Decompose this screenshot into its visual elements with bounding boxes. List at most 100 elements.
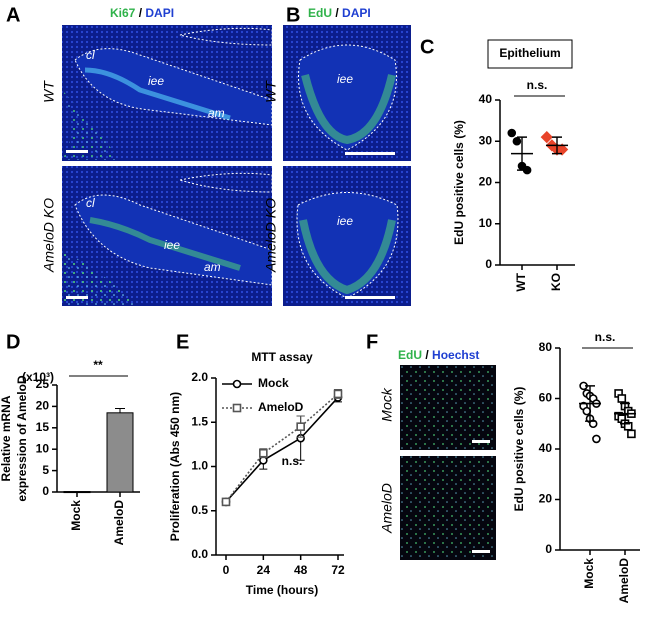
title-box: [487, 39, 573, 69]
data-point: [512, 136, 522, 146]
annotation: **: [93, 358, 103, 372]
image-label: cl: [86, 48, 95, 62]
y-axis-label: expression of AmeloD: [15, 375, 29, 502]
image-label: iee: [164, 238, 180, 252]
y-tick-label: 0.0: [191, 547, 208, 561]
stain: /: [139, 6, 143, 20]
y-tick-label: 0: [545, 542, 552, 556]
chart-title: Epithelium: [499, 46, 560, 60]
error-bar: [552, 136, 562, 155]
data-point: [582, 406, 592, 416]
row-label: WT: [41, 80, 57, 103]
data-point: [627, 429, 636, 439]
row-label: AmeloD: [379, 483, 395, 534]
stain: Hoechst: [432, 348, 479, 362]
y-tick-label: 80: [539, 340, 553, 354]
legend-label: AmeloD: [258, 400, 304, 414]
annotation: n.s.: [595, 330, 616, 344]
error-bar: [620, 402, 630, 425]
y-tick-label: 5: [42, 463, 49, 477]
data-point: [588, 419, 598, 429]
data-point: [617, 394, 627, 403]
y-tick-label: 0: [42, 484, 49, 498]
stain: Ki67: [110, 6, 136, 20]
y-tick-label: 1.5: [191, 414, 208, 428]
y-axis-label: Relative mRNA: [0, 395, 13, 481]
y-tick-label: 60: [539, 391, 553, 405]
x-tick-label: Mock: [69, 500, 83, 531]
data-point: [333, 389, 343, 399]
y-tick-label: 2.0: [191, 370, 208, 384]
data-point: [221, 497, 231, 507]
y-tick-label: 25: [36, 377, 50, 391]
panel-letter: D: [6, 331, 20, 353]
panel-letter: A: [6, 4, 20, 26]
annotation: n.s.: [527, 78, 548, 92]
y-tick-label: 10: [479, 216, 493, 230]
data-point: [555, 143, 569, 156]
stain-title: EdU / DAPI: [308, 6, 371, 20]
stain-title: EdU / Hoechst: [398, 348, 479, 362]
y-axis-label: EdU positive cells (%): [452, 120, 466, 245]
chart-title: MTT assay: [251, 350, 313, 364]
x-tick-label: 0: [223, 563, 230, 577]
micrograph: [283, 25, 411, 306]
x-tick-label: 24: [257, 563, 271, 577]
stain: /: [425, 348, 429, 362]
panel-letter: C: [420, 36, 434, 58]
panel-letter: B: [286, 4, 300, 26]
data-point: [507, 128, 517, 138]
stain: DAPI: [145, 6, 174, 20]
panel-letter: E: [176, 331, 189, 353]
stain-title: Ki67 / DAPI: [110, 6, 174, 20]
image-label: cl: [86, 196, 95, 210]
panel-letter: F: [366, 331, 378, 353]
x-axis-label: Time (hours): [246, 583, 318, 597]
y-tick-label: 15: [36, 420, 50, 434]
error-bar: [517, 136, 527, 171]
series-line: [225, 396, 339, 503]
bar: [63, 491, 91, 494]
image-label: am: [208, 106, 225, 120]
micrograph: [400, 365, 496, 560]
annotation: n.s.: [282, 454, 303, 468]
legend-marker: [232, 403, 242, 413]
data-point: [540, 130, 553, 144]
y-tick-label: 40: [539, 441, 553, 455]
legend-marker: [232, 379, 242, 389]
y-tick-label: 0.5: [191, 503, 208, 517]
data-point: [592, 434, 601, 444]
data-point: [296, 422, 305, 431]
x-tick-label: 48: [294, 563, 308, 577]
y-tick-label: 1.0: [191, 459, 208, 473]
stain: DAPI: [342, 6, 371, 20]
y-axis-label: Proliferation (Abs 450 nm): [168, 392, 182, 541]
row-label: Mock: [379, 387, 395, 421]
x-tick-label: AmeloD: [112, 500, 126, 546]
stain: EdU: [398, 348, 422, 362]
row-label: WT: [263, 80, 279, 103]
x-tick-label: 72: [331, 563, 345, 577]
bar: [106, 412, 134, 493]
image-label: am: [204, 260, 221, 274]
y-axis-label: EdU positive cells (%): [512, 387, 526, 512]
micrograph: [62, 25, 273, 306]
y-tick-label: 10: [36, 441, 50, 455]
y-tick-label: 20: [479, 175, 493, 189]
y-tick-label: 20: [539, 492, 553, 506]
x-tick-label: WT: [514, 272, 528, 291]
error-bar: [585, 385, 595, 422]
image-label: iee: [337, 72, 353, 86]
y-tick-label: 0: [485, 257, 492, 271]
row-label: AmeloD KO: [41, 198, 57, 273]
y-tick-label: 20: [36, 399, 50, 413]
stain: /: [335, 6, 339, 20]
legend-label: Mock: [258, 376, 289, 390]
image-label: iee: [337, 214, 353, 228]
x-tick-label: Mock: [582, 558, 596, 589]
row-label: AmeloD KO: [263, 198, 279, 273]
y-tick-label: 40: [479, 92, 493, 106]
unit-label: (x10³): [22, 370, 54, 384]
series-line: [225, 393, 339, 503]
